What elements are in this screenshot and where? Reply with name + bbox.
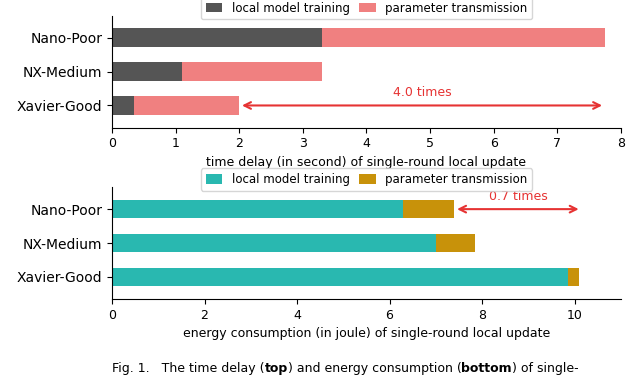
Text: 4.0 times: 4.0 times [393,86,451,99]
Bar [568,267,579,286]
Bar [182,62,322,81]
Bar [112,96,134,115]
Bar [112,29,322,47]
Bar [112,62,182,81]
Text: Fig. 1.   The time delay (: Fig. 1. The time delay ( [112,362,264,375]
Bar [134,96,239,115]
Text: top: top [264,362,288,375]
Legend: local model training, parameter transmission: local model training, parameter transmis… [201,169,532,191]
Text: ) of single-: ) of single- [512,362,579,375]
Bar [436,234,475,252]
Text: bottom: bottom [461,362,512,375]
Text: ) and energy consumption (: ) and energy consumption ( [288,362,461,375]
Bar [403,200,454,219]
Bar [112,234,436,252]
Bar [112,200,403,219]
Bar [322,29,605,47]
X-axis label: time delay (in second) of single-round local update: time delay (in second) of single-round l… [206,156,526,169]
X-axis label: energy consumption (in joule) of single-round local update: energy consumption (in joule) of single-… [183,327,550,340]
Bar [112,267,568,286]
Legend: local model training, parameter transmission: local model training, parameter transmis… [201,0,532,20]
Text: 0.7 times: 0.7 times [488,190,547,203]
